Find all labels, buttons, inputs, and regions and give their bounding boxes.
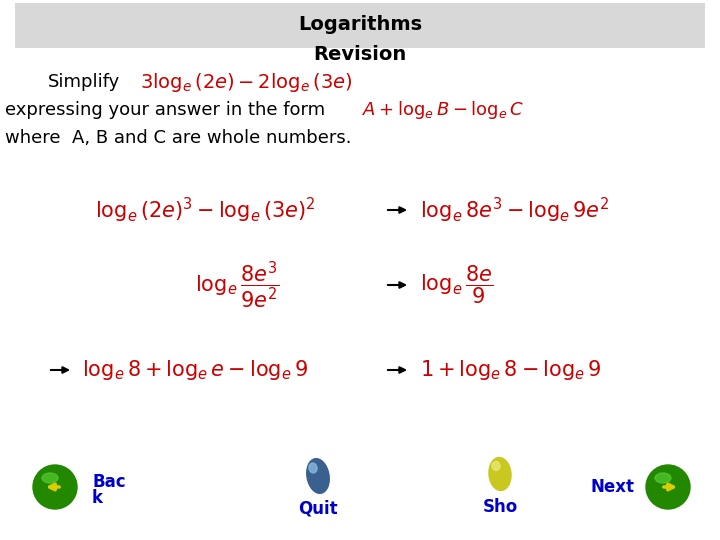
Text: k: k (92, 489, 103, 507)
Text: expressing your answer in the form: expressing your answer in the form (5, 101, 325, 119)
Text: $\log_e \dfrac{8e}{9}$: $\log_e \dfrac{8e}{9}$ (420, 264, 493, 306)
Circle shape (33, 465, 77, 509)
Ellipse shape (492, 462, 500, 470)
Text: $1 + \log_e 8 - \log_e 9$: $1 + \log_e 8 - \log_e 9$ (420, 358, 602, 382)
Text: $\log_e 8 + \log_e e - \log_e 9$: $\log_e 8 + \log_e e - \log_e 9$ (82, 358, 308, 382)
Ellipse shape (489, 457, 511, 490)
Text: Quit: Quit (298, 499, 338, 517)
Ellipse shape (655, 473, 671, 483)
Ellipse shape (307, 458, 329, 494)
FancyBboxPatch shape (15, 3, 705, 48)
Ellipse shape (309, 463, 317, 473)
Ellipse shape (42, 473, 58, 483)
Text: Next: Next (591, 478, 635, 496)
Text: Revision: Revision (313, 45, 407, 64)
Text: Sho: Sho (482, 498, 518, 516)
Circle shape (646, 465, 690, 509)
Text: Bac: Bac (92, 473, 125, 491)
Text: $A + \log_e B - \log_e C$: $A + \log_e B - \log_e C$ (362, 99, 524, 121)
Text: $\log_e(2e)^3 - \log_e(3e)^2$: $\log_e(2e)^3 - \log_e(3e)^2$ (95, 195, 315, 225)
Text: $3\log_e(2e) - 2\log_e(3e)$: $3\log_e(2e) - 2\log_e(3e)$ (140, 71, 352, 93)
Text: $\log_e \dfrac{8e^3}{9e^2}$: $\log_e \dfrac{8e^3}{9e^2}$ (195, 259, 279, 310)
Text: where  A, B and C are whole numbers.: where A, B and C are whole numbers. (5, 129, 351, 147)
Text: $\log_e 8e^3 - \log_e 9e^2$: $\log_e 8e^3 - \log_e 9e^2$ (420, 195, 610, 225)
Text: Simplify: Simplify (48, 73, 120, 91)
Text: Logarithms: Logarithms (298, 16, 422, 35)
